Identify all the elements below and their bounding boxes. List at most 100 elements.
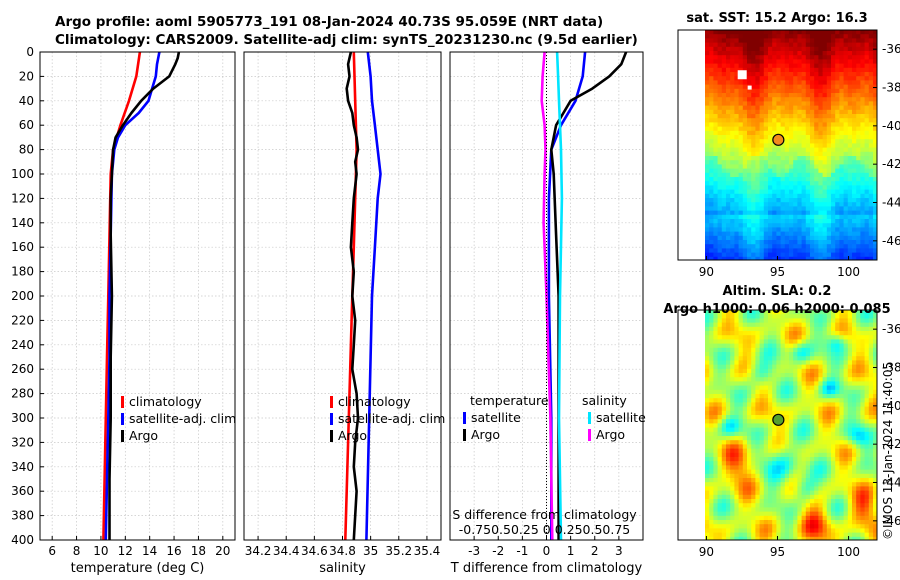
map-cell bbox=[873, 93, 877, 98]
map-cell bbox=[826, 385, 832, 391]
map-cell bbox=[730, 109, 735, 115]
map-cell bbox=[738, 156, 744, 161]
map-cell bbox=[873, 206, 877, 211]
map-cell bbox=[793, 398, 798, 403]
map-cell bbox=[789, 318, 794, 323]
map-cell bbox=[839, 256, 844, 260]
map-cell bbox=[751, 185, 756, 190]
map-cell bbox=[793, 360, 798, 365]
map-cell bbox=[801, 55, 807, 60]
map-cell bbox=[713, 118, 718, 123]
map-cell bbox=[763, 130, 769, 136]
map-cell bbox=[717, 532, 723, 538]
map-cell bbox=[805, 248, 811, 253]
map-cell bbox=[755, 478, 760, 483]
map-cell bbox=[734, 67, 739, 73]
map-cell bbox=[805, 101, 811, 106]
map-cell bbox=[721, 164, 727, 169]
map-cell bbox=[801, 461, 807, 466]
map-cell bbox=[730, 168, 735, 174]
map-cell bbox=[860, 482, 865, 487]
map-cell bbox=[717, 499, 723, 504]
map-cell bbox=[751, 109, 756, 115]
map-cell bbox=[734, 520, 739, 525]
map-cell bbox=[721, 219, 727, 224]
map-cell bbox=[843, 503, 849, 508]
map-cell bbox=[751, 63, 756, 69]
map-cell bbox=[818, 114, 823, 119]
map-cell bbox=[864, 461, 870, 466]
map-cell bbox=[713, 143, 718, 148]
map-cell bbox=[868, 252, 874, 258]
map-cell bbox=[734, 130, 739, 136]
map-cell bbox=[831, 385, 836, 391]
map-cell bbox=[814, 452, 819, 458]
map-cell bbox=[818, 151, 823, 157]
map-cell bbox=[784, 503, 790, 508]
map-cell bbox=[763, 452, 769, 458]
map-cell bbox=[747, 360, 752, 365]
map-cell bbox=[810, 499, 815, 504]
map-cell bbox=[852, 227, 857, 232]
map-cell bbox=[864, 206, 870, 211]
map-cell bbox=[873, 109, 877, 115]
map-cell bbox=[839, 486, 844, 491]
map-cell bbox=[755, 210, 760, 216]
map-cell bbox=[797, 214, 802, 220]
map-cell bbox=[738, 448, 744, 454]
map-cell bbox=[713, 185, 718, 190]
map-cell bbox=[713, 469, 718, 475]
map-cell bbox=[810, 490, 815, 496]
map-cell bbox=[751, 322, 756, 328]
map-cell bbox=[860, 206, 865, 211]
map-cell bbox=[864, 423, 870, 428]
map-cell bbox=[852, 105, 857, 111]
map-cell bbox=[843, 394, 849, 399]
map-cell bbox=[721, 256, 727, 260]
map-cell bbox=[742, 256, 748, 260]
map-cell bbox=[864, 436, 870, 441]
map-cell bbox=[822, 135, 828, 140]
map-cell bbox=[784, 109, 790, 115]
map-cell bbox=[780, 51, 786, 56]
grid bbox=[450, 51, 643, 541]
map-cell bbox=[734, 318, 739, 323]
map-cell bbox=[826, 318, 832, 323]
map-cell bbox=[864, 452, 870, 458]
map-cell bbox=[856, 223, 861, 228]
map-cell bbox=[772, 126, 777, 132]
map-cell bbox=[776, 147, 781, 153]
map-cell bbox=[797, 177, 802, 182]
map-cell bbox=[705, 402, 710, 407]
map-cell bbox=[780, 368, 786, 374]
map-cell bbox=[747, 339, 752, 344]
map-cell bbox=[818, 373, 823, 378]
map-cell bbox=[705, 515, 710, 521]
map-cell bbox=[826, 135, 832, 140]
map-cell bbox=[835, 524, 840, 529]
map-cell bbox=[873, 339, 877, 344]
map-cell bbox=[768, 486, 773, 491]
map-cell bbox=[721, 202, 727, 207]
map-cell bbox=[839, 181, 844, 186]
map-cell bbox=[826, 427, 832, 433]
map-cell bbox=[831, 122, 836, 127]
map-cell bbox=[856, 423, 861, 428]
map-cell bbox=[805, 427, 811, 433]
map-cell bbox=[856, 457, 861, 462]
map-cell bbox=[721, 486, 727, 491]
map-cell bbox=[721, 38, 727, 43]
map-cell bbox=[747, 244, 752, 249]
map-cell bbox=[789, 105, 794, 111]
map-cell bbox=[847, 147, 853, 153]
map-cell bbox=[852, 423, 857, 428]
map-cell bbox=[873, 63, 877, 69]
map-cell bbox=[776, 318, 781, 323]
map-cell bbox=[780, 252, 786, 258]
map-cell bbox=[814, 135, 819, 140]
map-cell bbox=[831, 352, 836, 357]
map-cell bbox=[831, 507, 836, 512]
map-cell bbox=[797, 410, 802, 416]
map-cell bbox=[755, 486, 760, 491]
map-cell bbox=[864, 185, 870, 190]
